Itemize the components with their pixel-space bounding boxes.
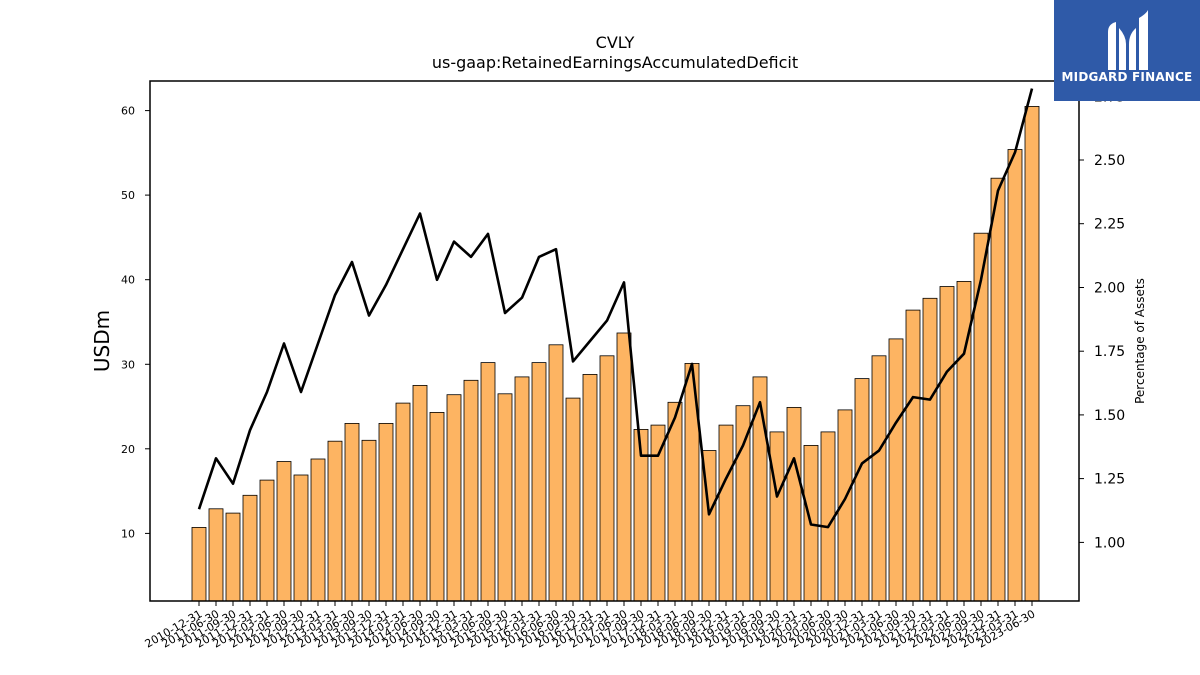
bar — [650, 424, 666, 602]
chart-subtitle: us-gaap:RetainedEarningsAccumulatedDefic… — [432, 53, 798, 72]
bar — [854, 378, 870, 602]
bar — [1024, 106, 1040, 602]
y2-tick-label: 2.25 — [1094, 217, 1125, 233]
y2-axis-label: Percentage of Assets — [1133, 278, 1147, 404]
bar — [616, 332, 632, 602]
bar — [582, 373, 598, 602]
bar — [888, 338, 904, 602]
bar — [786, 406, 802, 602]
y2-tick-label: 1.50 — [1094, 408, 1125, 424]
y2-tick-label: 1.75 — [1094, 344, 1125, 360]
bar — [990, 177, 1006, 602]
bar — [310, 458, 326, 602]
bar — [480, 362, 496, 602]
bar — [667, 401, 683, 602]
bar — [361, 439, 377, 602]
midgard-logo-icon — [1108, 10, 1148, 70]
bar — [548, 344, 564, 602]
bar — [1007, 149, 1023, 602]
bar — [344, 422, 360, 602]
y-tick-label: 60 — [121, 105, 135, 118]
bar — [514, 376, 530, 602]
y-tick-label: 40 — [121, 274, 135, 287]
bar — [531, 362, 547, 602]
series-line — [197, 88, 1034, 529]
bar — [599, 355, 615, 602]
line-group — [197, 88, 1034, 529]
plot-frame — [149, 80, 1080, 602]
bar — [208, 508, 224, 602]
bar — [429, 411, 445, 602]
bar — [276, 461, 292, 602]
bar — [378, 422, 394, 602]
chart-title: CVLY — [596, 33, 635, 52]
bar — [242, 494, 258, 602]
y2-tick-label: 2.00 — [1094, 281, 1125, 297]
left-axis: 10 20 30 40 50 60 — [121, 105, 150, 540]
bar — [973, 232, 989, 602]
bar — [905, 309, 921, 602]
bar — [446, 394, 462, 602]
brand-logo: MIDGARD FINANCE — [1054, 0, 1200, 101]
y-tick-label: 10 — [121, 527, 135, 540]
y-tick-label: 30 — [121, 358, 135, 371]
bar — [395, 402, 411, 602]
bar — [820, 431, 836, 602]
bar — [293, 474, 309, 602]
bar — [718, 424, 734, 602]
bar — [871, 355, 887, 602]
bar — [327, 440, 343, 602]
bar — [191, 527, 207, 602]
bar — [922, 297, 938, 602]
brand-name: MIDGARD FINANCE — [1061, 70, 1193, 84]
bar-group — [191, 106, 1040, 602]
y-tick-label: 50 — [121, 189, 135, 202]
y2-tick-label: 2.50 — [1094, 153, 1125, 169]
y2-tick-label: 1.25 — [1094, 472, 1125, 488]
bar — [225, 512, 241, 602]
bar — [752, 376, 768, 602]
x-axis: 2010-12-312011-06-302011-09-302011-12-31… — [143, 601, 1038, 651]
bar — [463, 379, 479, 602]
y2-tick-label: 1.00 — [1094, 535, 1125, 551]
right-axis: 1.001.251.501.752.002.252.502.75 — [1079, 89, 1125, 551]
bar — [769, 431, 785, 602]
bar — [565, 397, 581, 602]
bar — [259, 479, 275, 602]
bar — [939, 286, 955, 602]
y-axis-label: USDm — [90, 310, 114, 372]
bar — [497, 393, 513, 602]
y-tick-label: 20 — [121, 443, 135, 456]
bar — [412, 384, 428, 602]
